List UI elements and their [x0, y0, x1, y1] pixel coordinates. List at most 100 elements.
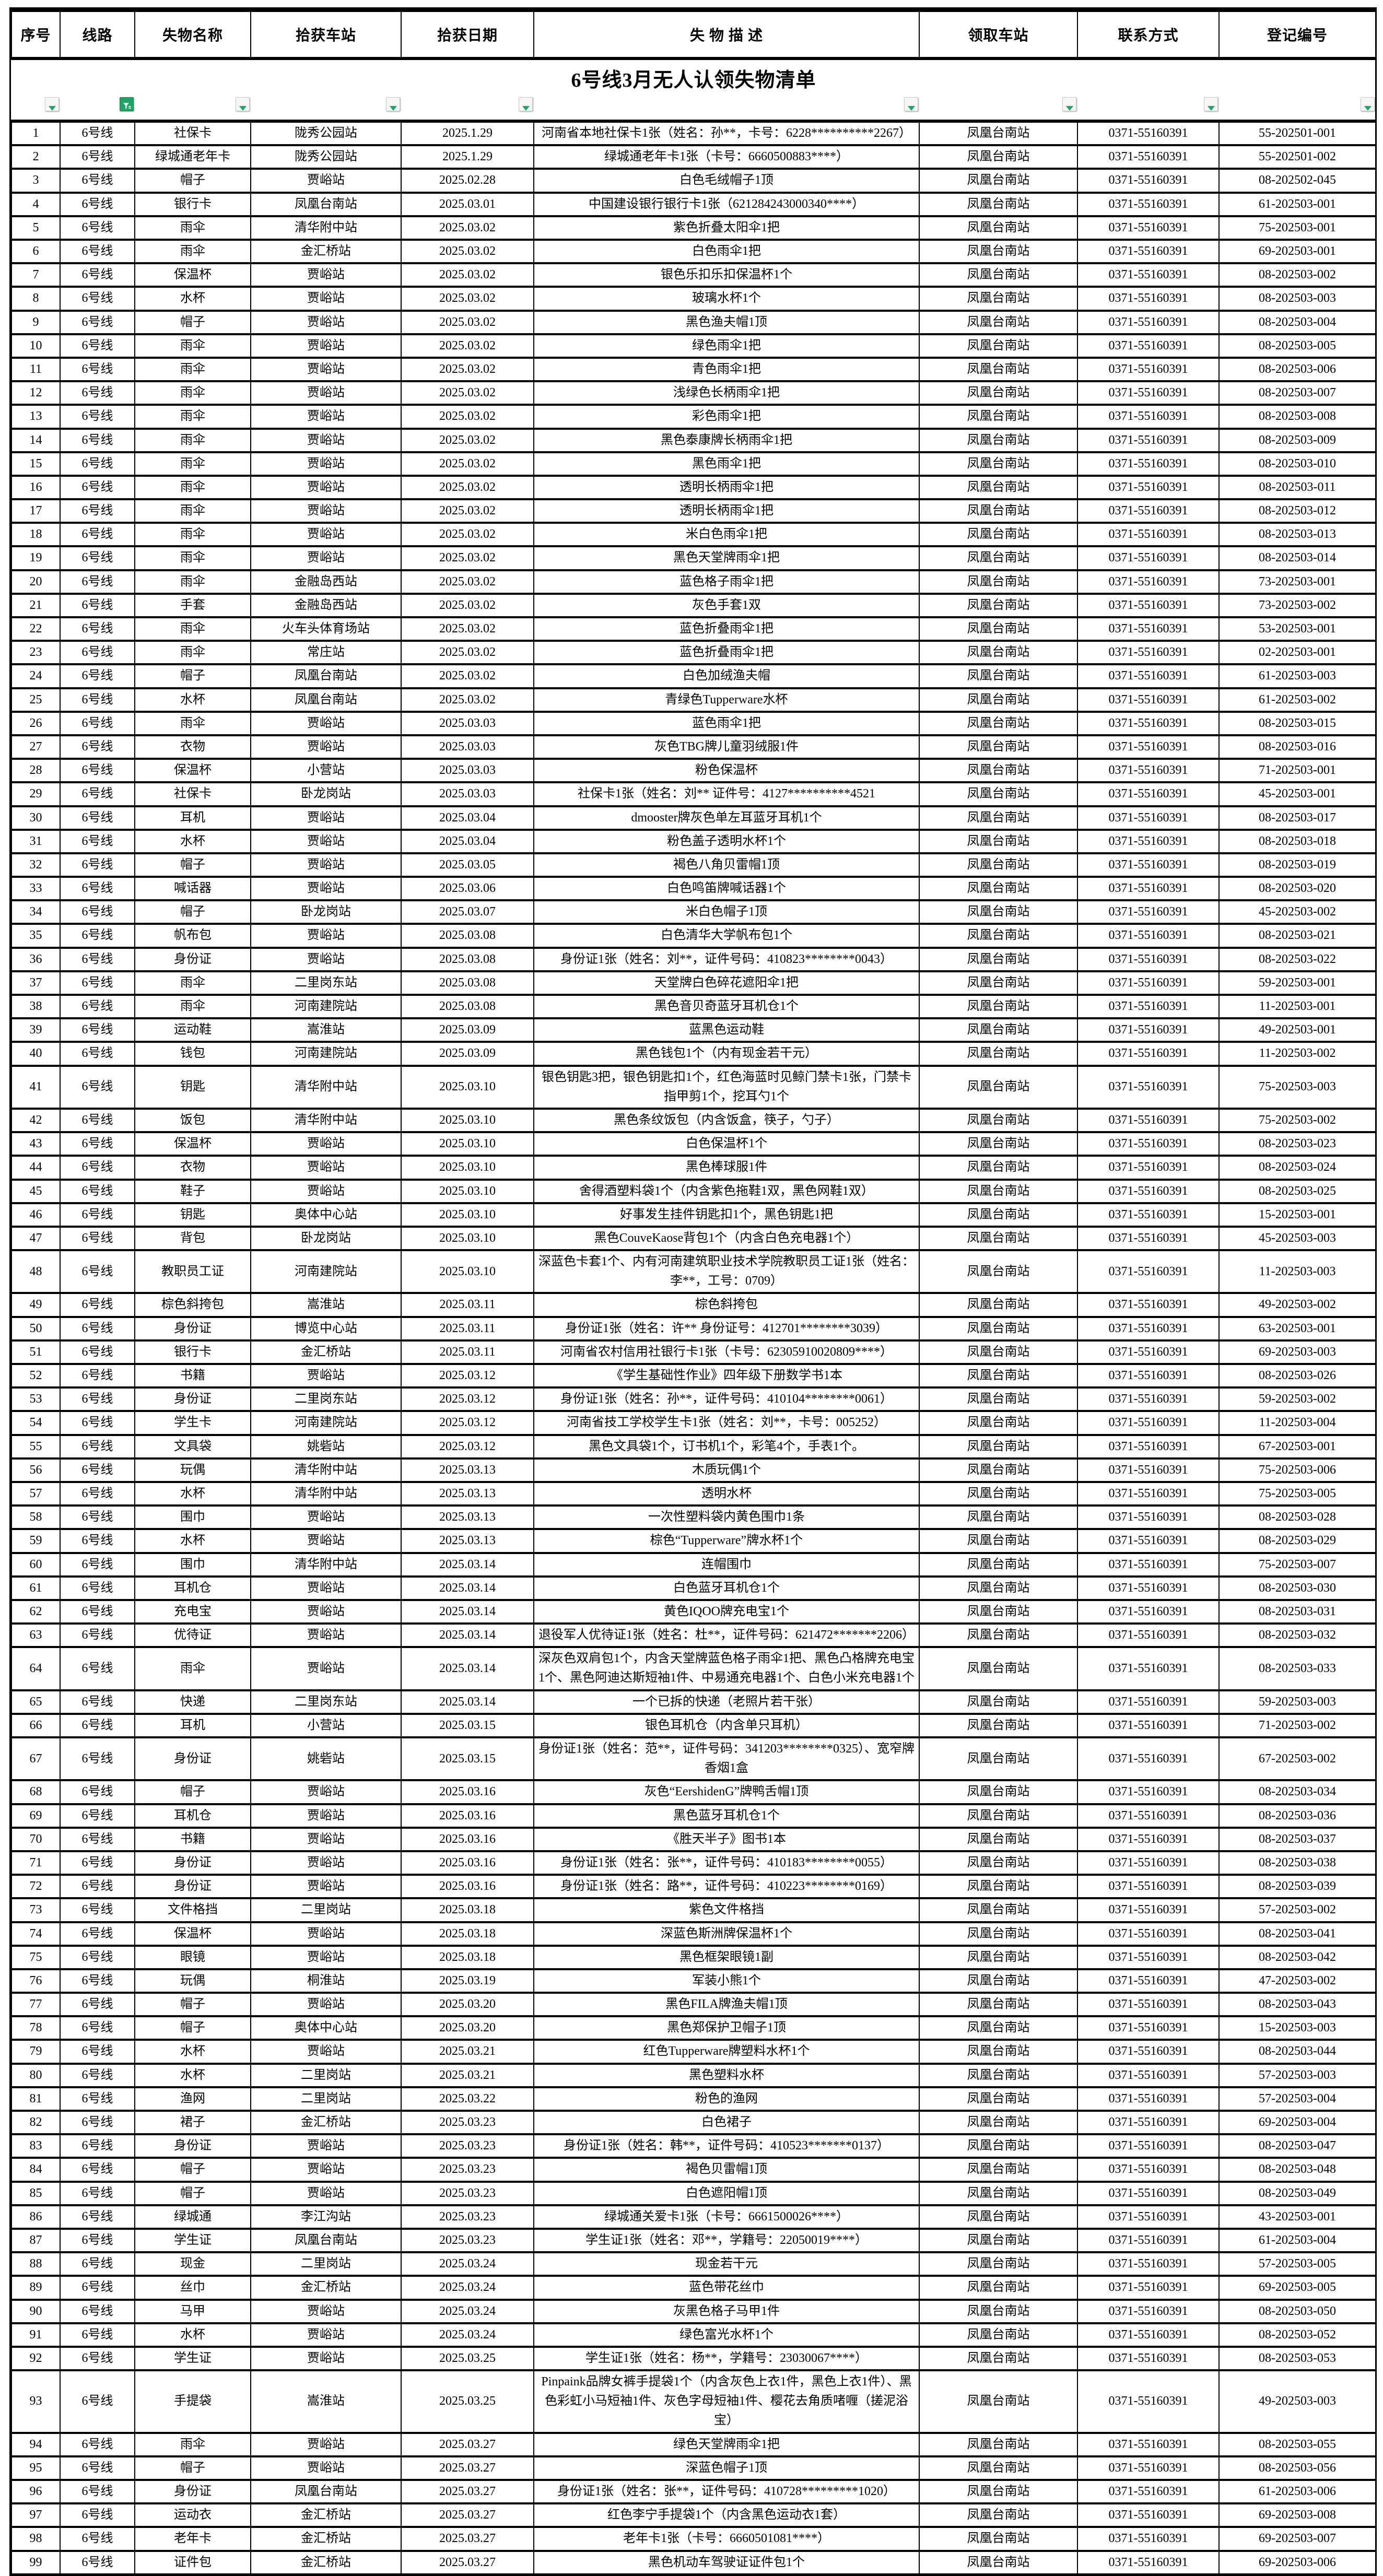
cell-index[interactable]: 3	[11, 168, 61, 193]
cell-line[interactable]: 6号线	[60, 2227, 135, 2253]
cell-contact[interactable]: 0371-55160391	[1077, 828, 1220, 854]
cell-found-date[interactable]: 2025.03.11	[401, 1292, 534, 1318]
cell-registration-no[interactable]: 45-202503-002	[1218, 899, 1376, 925]
cell-line[interactable]: 6号线	[60, 2369, 135, 2433]
cell-description[interactable]: 黑色雨伞1把	[533, 451, 920, 476]
cell-pickup-station[interactable]: 凤凰台南站	[919, 1622, 1078, 1648]
cell-found-station[interactable]: 嵩淮站	[250, 1017, 402, 1043]
cell-registration-no[interactable]: 08-202502-045	[1218, 168, 1376, 193]
cell-index[interactable]: 1	[11, 120, 61, 146]
cell-contact[interactable]: 0371-55160391	[1077, 1131, 1220, 1157]
cell-line[interactable]: 6号线	[60, 616, 135, 642]
cell-index[interactable]: 94	[11, 2431, 61, 2457]
cell-line[interactable]: 6号线	[60, 805, 135, 830]
cell-registration-no[interactable]: 63-202503-001	[1218, 1315, 1376, 1341]
cell-contact[interactable]: 0371-55160391	[1077, 2039, 1220, 2064]
cell-found-date[interactable]: 2025.03.02	[401, 239, 534, 264]
cell-pickup-station[interactable]: 凤凰台南站	[919, 2322, 1078, 2347]
cell-registration-no[interactable]: 57-202503-005	[1218, 2251, 1376, 2277]
cell-item-name[interactable]: 雨伞	[134, 640, 251, 665]
cell-description[interactable]: 透明长柄雨伞1把	[533, 474, 920, 500]
cell-registration-no[interactable]: 08-202503-014	[1218, 545, 1376, 571]
cell-found-date[interactable]: 2025.03.09	[401, 1041, 534, 1066]
cell-description[interactable]: 身份证1张（姓名：张**，证件号码：410728*********1020）	[533, 2479, 920, 2504]
cell-index[interactable]: 72	[11, 1874, 61, 1899]
column-header-found-date[interactable]: 拾获日期	[401, 9, 534, 60]
cell-index[interactable]: 23	[11, 640, 61, 665]
cell-registration-no[interactable]: 75-202503-006	[1218, 1457, 1376, 1483]
cell-item-name[interactable]: 围巾	[134, 1504, 251, 1530]
cell-contact[interactable]: 0371-55160391	[1077, 1315, 1220, 1341]
cell-description[interactable]: 蓝色雨伞1把	[533, 710, 920, 736]
cell-found-station[interactable]: 河南建院站	[250, 994, 402, 1019]
cell-found-date[interactable]: 2025.03.08	[401, 923, 534, 948]
cell-contact[interactable]: 0371-55160391	[1077, 1339, 1220, 1365]
cell-index[interactable]: 78	[11, 2015, 61, 2041]
cell-line[interactable]: 6号线	[60, 1363, 135, 1389]
cell-found-station[interactable]: 火车头体育场站	[250, 616, 402, 642]
cell-index[interactable]: 24	[11, 663, 61, 689]
cell-line[interactable]: 6号线	[60, 1292, 135, 1318]
cell-contact[interactable]: 0371-55160391	[1077, 2157, 1220, 2182]
cell-item-name[interactable]: 马甲	[134, 2298, 251, 2324]
cell-description[interactable]: 蓝色折叠雨伞1把	[533, 616, 920, 642]
cell-contact[interactable]: 0371-55160391	[1077, 2345, 1220, 2371]
cell-description[interactable]: 灰色TBG牌儿童羽绒服1件	[533, 734, 920, 760]
cell-description[interactable]: 白色遮阳帽1顶	[533, 2180, 920, 2206]
cell-index[interactable]: 44	[11, 1155, 61, 1180]
cell-pickup-station[interactable]: 凤凰台南站	[919, 1779, 1078, 1805]
cell-description[interactable]: 绿色天堂牌雨伞1把	[533, 2431, 920, 2457]
cell-contact[interactable]: 0371-55160391	[1077, 1575, 1220, 1601]
cell-contact[interactable]: 0371-55160391	[1077, 239, 1220, 264]
cell-found-station[interactable]: 贾峪站	[250, 852, 402, 878]
cell-found-station[interactable]: 贾峪站	[250, 1803, 402, 1828]
cell-line[interactable]: 6号线	[60, 946, 135, 972]
cell-item-name[interactable]: 帽子	[134, 1992, 251, 2017]
cell-contact[interactable]: 0371-55160391	[1077, 2369, 1220, 2433]
cell-item-name[interactable]: 银行卡	[134, 1339, 251, 1365]
cell-index[interactable]: 93	[11, 2369, 61, 2433]
cell-pickup-station[interactable]: 凤凰台南站	[919, 1017, 1078, 1043]
cell-registration-no[interactable]: 61-202503-006	[1218, 2479, 1376, 2504]
cell-description[interactable]: 灰色手套1双	[533, 592, 920, 618]
cell-item-name[interactable]: 雨伞	[134, 710, 251, 736]
cell-contact[interactable]: 0371-55160391	[1077, 2275, 1220, 2300]
cell-found-date[interactable]: 2025.03.02	[401, 640, 534, 665]
cell-pickup-station[interactable]: 凤凰台南站	[919, 805, 1078, 830]
cell-index[interactable]: 20	[11, 569, 61, 594]
cell-item-name[interactable]: 雨伞	[134, 545, 251, 571]
cell-found-station[interactable]: 奥体中心站	[250, 1202, 402, 1227]
cell-index[interactable]: 99	[11, 2549, 61, 2574]
cell-found-station[interactable]: 贾峪站	[250, 1646, 402, 1691]
cell-found-date[interactable]: 2025.03.02	[401, 451, 534, 476]
cell-index[interactable]: 90	[11, 2298, 61, 2324]
cell-index[interactable]: 75	[11, 1944, 61, 1970]
cell-contact[interactable]: 0371-55160391	[1077, 640, 1220, 665]
cell-index[interactable]: 49	[11, 1292, 61, 1318]
cell-registration-no[interactable]: 08-202503-028	[1218, 1504, 1376, 1530]
cell-found-date[interactable]: 2025.03.02	[401, 569, 534, 594]
cell-found-date[interactable]: 2025.03.16	[401, 1874, 534, 1899]
cell-contact[interactable]: 0371-55160391	[1077, 2322, 1220, 2347]
cell-found-date[interactable]: 2025.03.11	[401, 1339, 534, 1365]
cell-pickup-station[interactable]: 凤凰台南站	[919, 239, 1078, 264]
cell-found-station[interactable]: 贾峪站	[250, 946, 402, 972]
cell-contact[interactable]: 0371-55160391	[1077, 2204, 1220, 2229]
cell-description[interactable]: 灰黑色格子马甲1件	[533, 2298, 920, 2324]
cell-line[interactable]: 6号线	[60, 2322, 135, 2347]
cell-found-date[interactable]: 2025.03.03	[401, 710, 534, 736]
cell-contact[interactable]: 0371-55160391	[1077, 2526, 1220, 2551]
cell-index[interactable]: 32	[11, 852, 61, 878]
cell-index[interactable]: 7	[11, 262, 61, 288]
cell-description[interactable]: 透明水杯	[533, 1480, 920, 1507]
cell-index[interactable]: 13	[11, 404, 61, 429]
cell-found-date[interactable]: 2025.03.14	[401, 1646, 534, 1691]
cell-found-date[interactable]: 2025.03.18	[401, 1921, 534, 1946]
cell-registration-no[interactable]: 08-202503-019	[1218, 852, 1376, 878]
cell-line[interactable]: 6号线	[60, 1386, 135, 1412]
cell-line[interactable]: 6号线	[60, 1944, 135, 1970]
cell-found-date[interactable]: 2025.03.01	[401, 191, 534, 217]
cell-pickup-station[interactable]: 凤凰台南站	[919, 2251, 1078, 2277]
cell-item-name[interactable]: 鞋子	[134, 1178, 251, 1204]
cell-index[interactable]: 76	[11, 1968, 61, 1994]
